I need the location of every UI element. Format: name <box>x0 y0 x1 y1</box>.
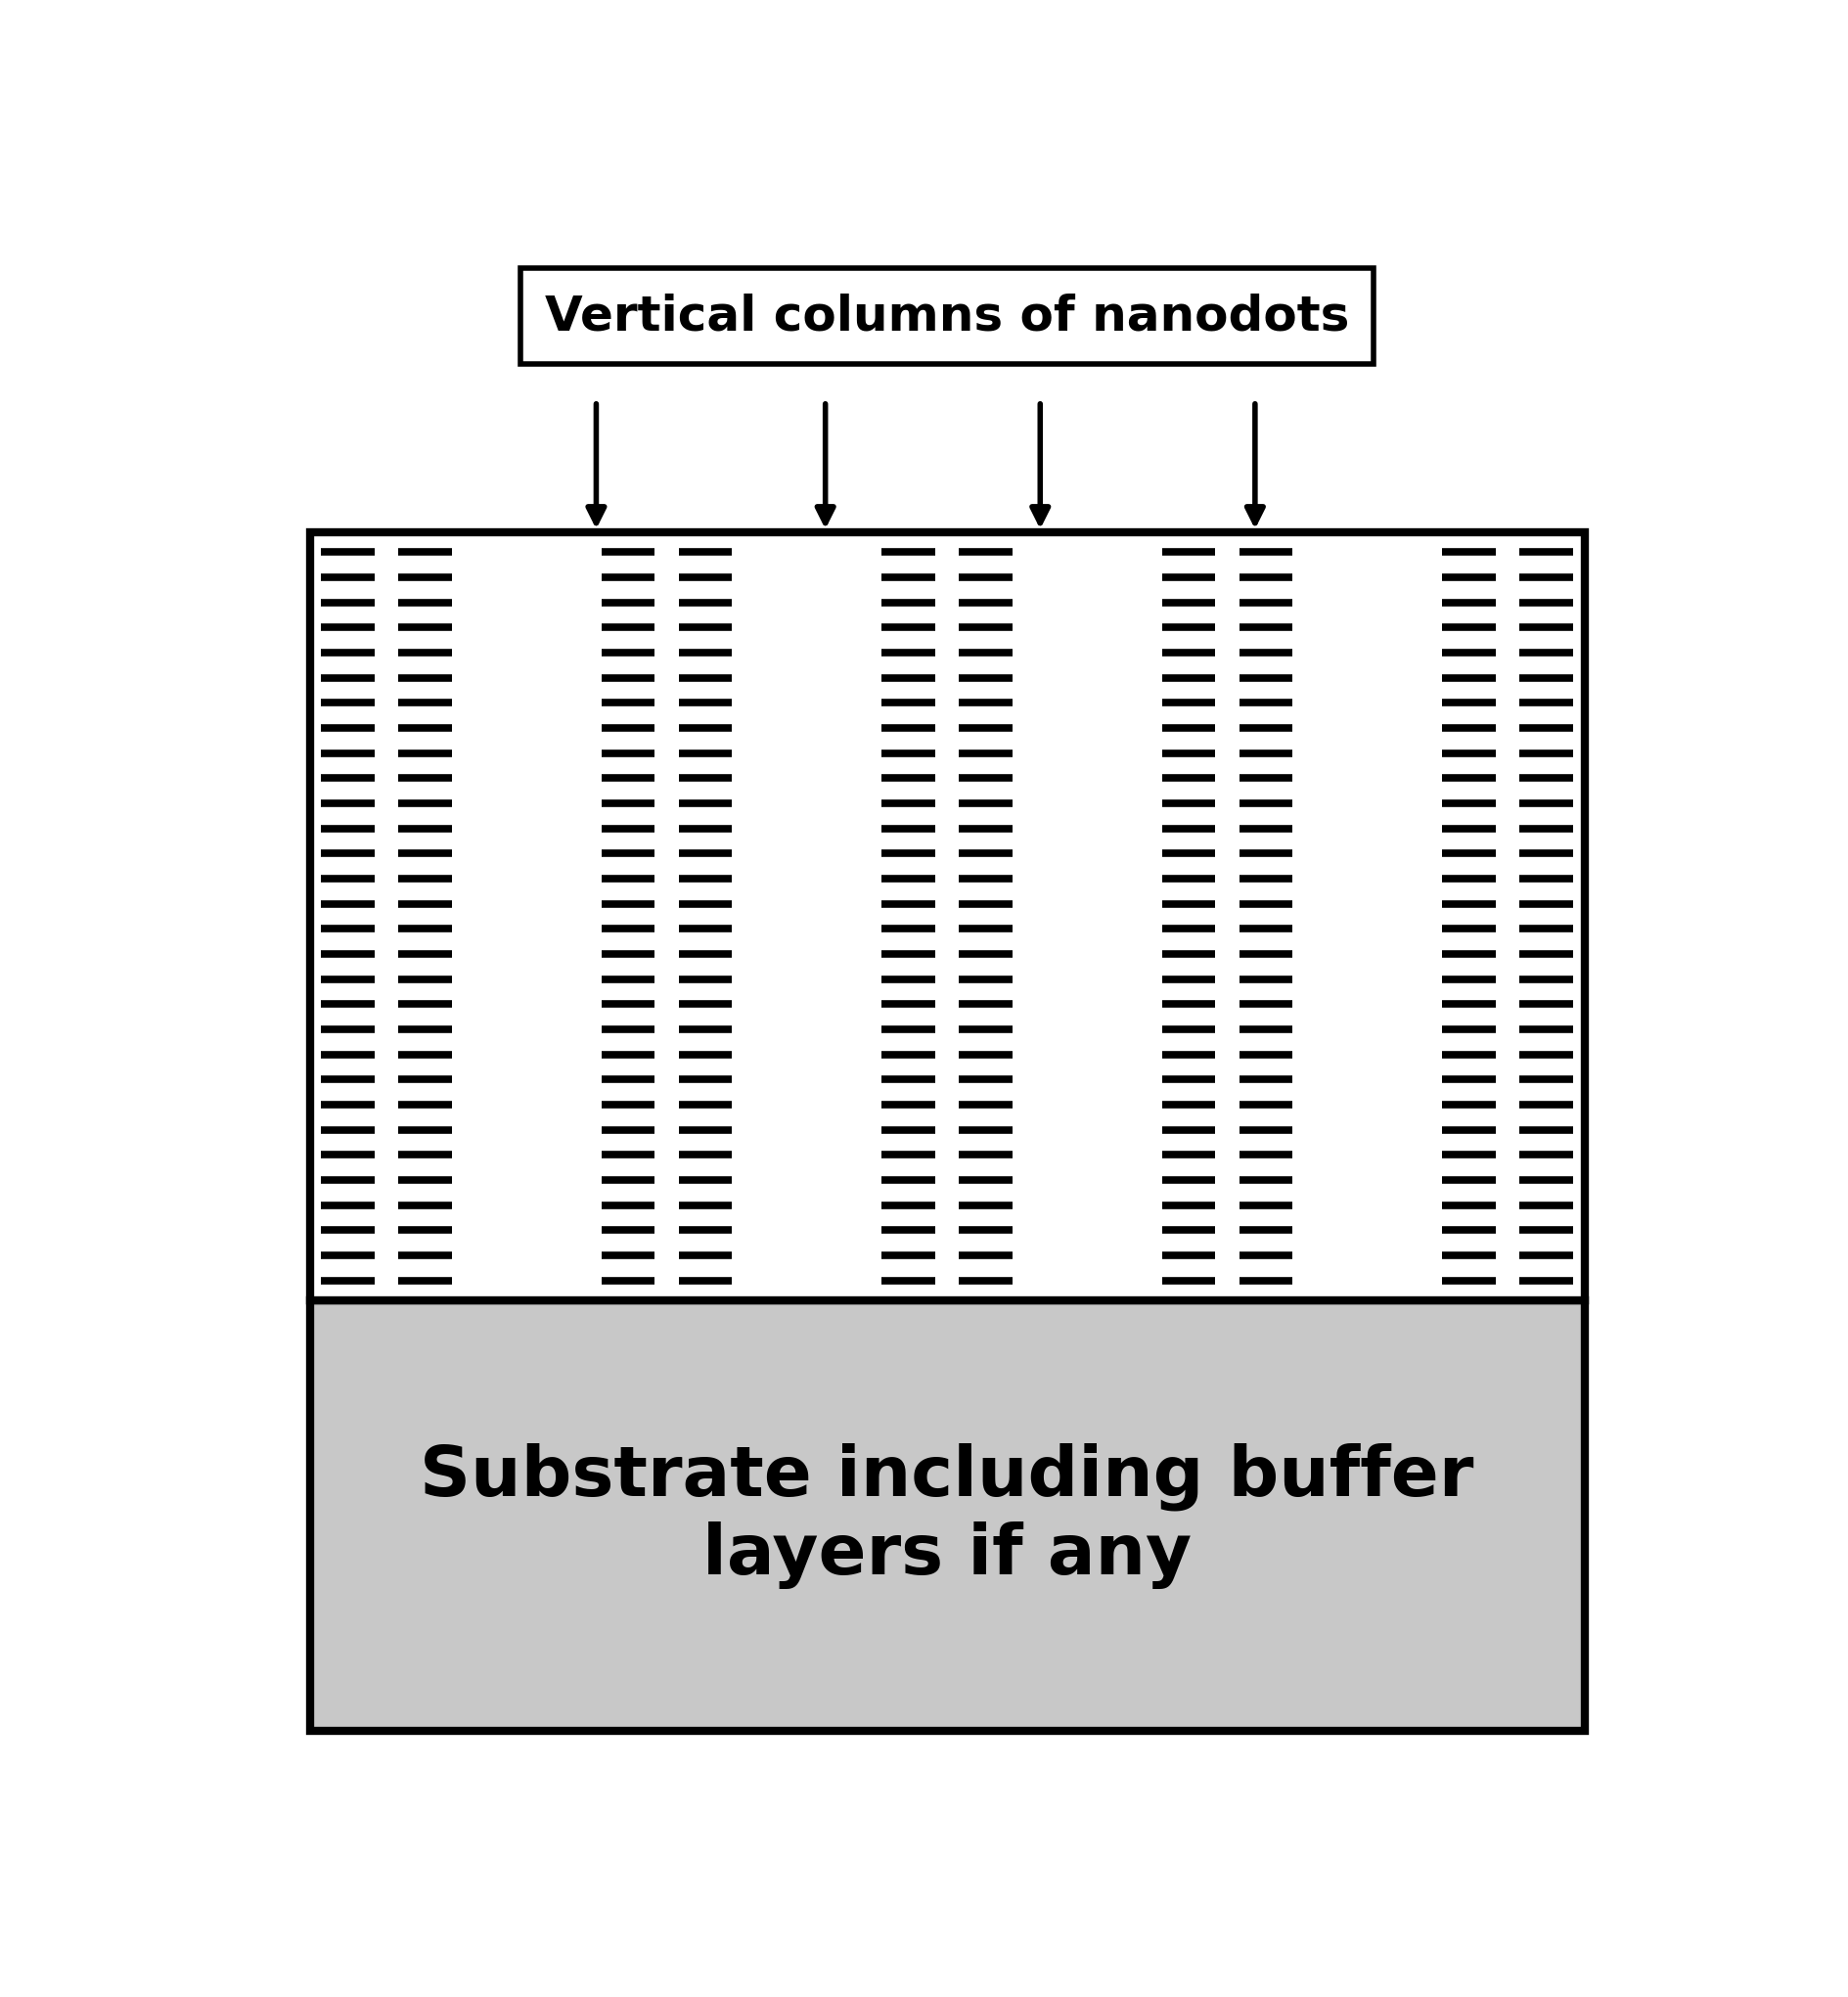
Bar <box>310 1300 1584 1731</box>
Text: Vertical columns of nanodots: Vertical columns of nanodots <box>545 294 1349 339</box>
Text: Substrate including buffer
layers if any: Substrate including buffer layers if any <box>419 1444 1475 1590</box>
Bar <box>310 531 1584 1300</box>
